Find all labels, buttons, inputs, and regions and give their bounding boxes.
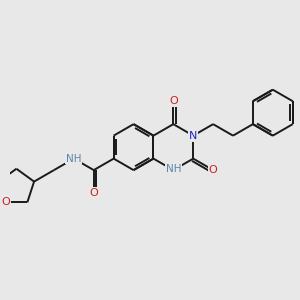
Text: NH: NH [66, 154, 82, 164]
Text: O: O [209, 165, 218, 175]
Text: O: O [89, 188, 98, 198]
Text: N: N [189, 130, 197, 141]
Text: NH: NH [166, 164, 181, 174]
Text: O: O [169, 96, 178, 106]
Text: O: O [1, 197, 10, 207]
